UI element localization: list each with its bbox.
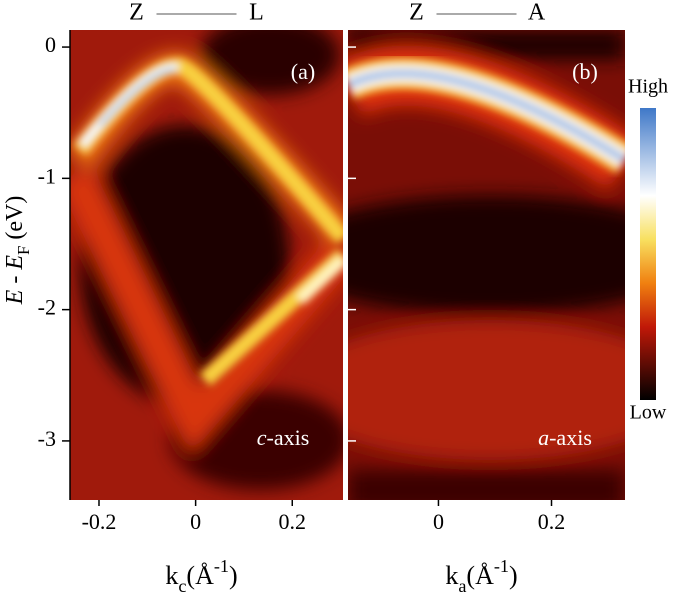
panel-label: (b) — [572, 59, 598, 84]
y-tick-label: 0 — [45, 32, 56, 57]
x-tick-label: 0.2 — [538, 509, 566, 534]
heatmap-a — [70, 30, 343, 500]
y-axis-label-part: F — [14, 246, 33, 255]
annotation-italic: a — [538, 425, 549, 450]
x-axis-label-part: -1 — [494, 556, 509, 576]
x-axis-label-part: k — [165, 561, 178, 590]
colorbar — [640, 108, 656, 400]
colorbar-high: High — [628, 76, 668, 98]
x-axis-label-part: (Å — [466, 561, 494, 590]
x-axis-label-part: -1 — [214, 556, 229, 576]
top-label: A — [528, 0, 546, 26]
y-tick-label: -3 — [38, 426, 56, 451]
top-label: Z — [409, 0, 424, 26]
panel-label: (a) — [291, 59, 315, 84]
x-tick-label: 0 — [433, 509, 444, 534]
colorbar-low: Low — [630, 402, 667, 424]
y-tick-label: -2 — [38, 295, 56, 320]
x-axis-label-part: ) — [229, 561, 238, 590]
x-axis-label-part: ) — [509, 561, 518, 590]
x-axis-label-part: a — [458, 576, 466, 595]
x-axis-label-part: (Å — [186, 561, 214, 590]
x-tick-label: -0.2 — [82, 509, 117, 534]
annotation: c-axis — [257, 425, 310, 450]
x-tick-label: 0 — [190, 509, 201, 534]
annotation-rest: -axis — [267, 425, 310, 450]
y-axis-label: E - EF (eV) — [2, 196, 34, 306]
annotation-italic: c — [257, 425, 267, 450]
y-axis-label-part: E - E — [2, 255, 28, 306]
top-label: L — [249, 0, 264, 26]
annotation: a-axis — [538, 425, 592, 450]
annotation-rest: -axis — [549, 425, 592, 450]
heatmap-b — [348, 30, 625, 500]
top-label: Z — [129, 0, 144, 26]
y-tick-label: -1 — [38, 163, 56, 188]
x-axis-label-part: k — [445, 561, 458, 590]
x-axis-label: kc(Å-1) — [165, 556, 237, 595]
x-axis-label-part: c — [178, 576, 186, 595]
x-axis-label: ka(Å-1) — [445, 556, 517, 595]
y-axis-label-part: (eV) — [2, 196, 28, 246]
x-tick-label: 0.2 — [279, 509, 307, 534]
